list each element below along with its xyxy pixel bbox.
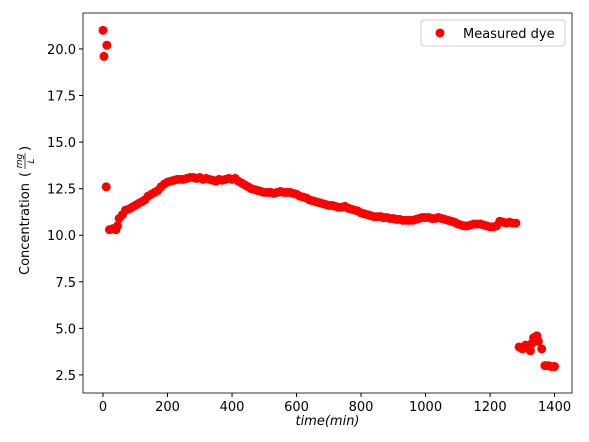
legend-marker — [435, 28, 445, 38]
x-tick-label: 400 — [220, 400, 245, 415]
y-label-open: ( — [18, 172, 33, 177]
y-label-text: Concentration — [18, 183, 33, 275]
y-tick-label: 12.5 — [47, 183, 76, 198]
x-tick-label: 600 — [284, 400, 309, 415]
point — [99, 51, 109, 61]
point — [98, 25, 108, 35]
x-label-name: time — [295, 414, 324, 429]
x-tick-label: 1400 — [538, 400, 571, 415]
y-tick-label: 20.0 — [47, 43, 76, 58]
y-tick-label: 10.0 — [47, 229, 76, 244]
y-label-num: mg — [15, 153, 25, 168]
x-label-unit: (min) — [325, 414, 360, 429]
point — [511, 218, 521, 228]
point — [113, 221, 123, 231]
y-tick-label: 7.5 — [55, 276, 76, 291]
y-tick-label: 15.0 — [47, 136, 76, 151]
legend-box — [420, 19, 566, 47]
y-label-close: ) — [18, 146, 33, 151]
point — [537, 344, 547, 354]
point — [550, 362, 560, 372]
axes-frame — [82, 12, 573, 394]
y-tick-label: 17.5 — [47, 90, 76, 105]
y-tick-label: 2.5 — [55, 369, 76, 384]
y-tick-label: 5.0 — [55, 322, 76, 337]
x-tick-label: 1200 — [474, 400, 507, 415]
x-tick-label: 0 — [99, 400, 107, 415]
x-tick-label: 1000 — [409, 400, 442, 415]
legend-label: Measured dye — [463, 27, 555, 42]
x-axis-label: time(min) — [295, 414, 359, 429]
x-tick-label: 200 — [155, 400, 180, 415]
point — [101, 182, 111, 192]
y-axis-label: Concentration ( mg L) — [15, 146, 37, 275]
point — [533, 336, 543, 346]
x-tick-label: 800 — [349, 400, 374, 415]
y-label-den: L — [27, 158, 37, 163]
point — [102, 40, 112, 50]
point — [525, 346, 535, 356]
